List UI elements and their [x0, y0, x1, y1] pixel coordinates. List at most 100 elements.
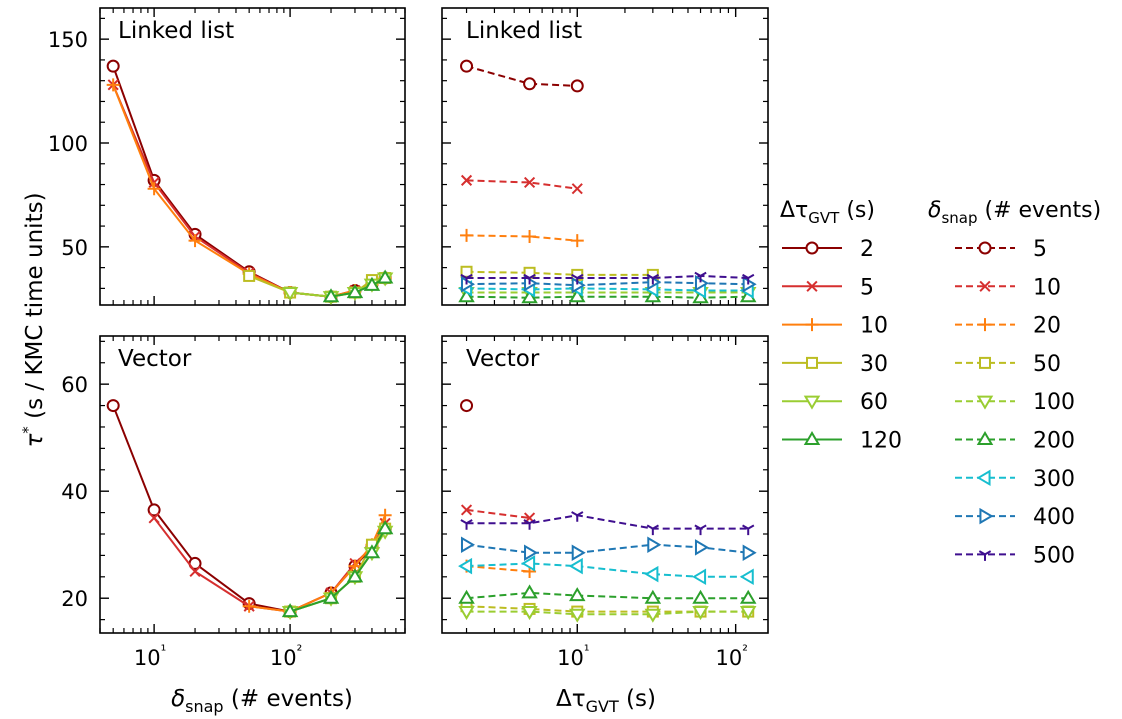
y-axis-label-symbol: τ	[22, 434, 48, 448]
legend-entry-gvt-120: 120	[782, 429, 902, 454]
series-snap-50	[460, 600, 755, 618]
legend-gvt-title: ΔτGVT (s)	[780, 198, 875, 227]
x-axis-label-right-symbol: Δτ	[556, 686, 586, 712]
data-point	[644, 608, 662, 623]
data-point	[188, 234, 202, 248]
data-point	[694, 539, 709, 556]
y-tick-label: 100	[48, 132, 88, 156]
x-tick-label-exp: ²	[297, 643, 303, 659]
series-snap-500	[460, 271, 755, 285]
legend-snap-title-text: (# events)	[978, 198, 1102, 223]
data-point	[742, 273, 755, 285]
panel-title-top-right: Linked list	[466, 18, 582, 44]
legend-snap-title-sub: snap	[941, 209, 977, 227]
data-point	[569, 288, 586, 303]
series-line	[466, 65, 578, 87]
legend-gvt-title-text: (s)	[839, 198, 875, 223]
series-line	[466, 234, 578, 242]
legend-entry-snap-20: 20	[955, 314, 1061, 339]
y-tick-label: 150	[48, 28, 88, 52]
data-point	[148, 512, 160, 524]
data-point	[189, 565, 201, 578]
data-point	[458, 288, 475, 303]
x-tick-label-base: 10	[270, 646, 297, 670]
data-point	[458, 606, 475, 621]
legend-snap-title-symbol: δ	[928, 198, 941, 223]
data-point	[570, 234, 584, 248]
y-axis-label: τ* (s / KMC time units)	[19, 192, 48, 447]
data-point	[569, 608, 586, 623]
series-line	[466, 508, 530, 519]
legend-entry-snap-100: 100	[955, 390, 1075, 415]
data-point	[242, 599, 256, 613]
y-tick-label: 50	[61, 236, 88, 260]
data-point	[644, 589, 662, 604]
legend-label: 5	[860, 275, 874, 300]
series-snap-20	[460, 228, 584, 248]
series-line	[466, 274, 749, 279]
series-snap-10	[460, 174, 583, 195]
series-snap-400	[460, 536, 757, 561]
data-point	[521, 606, 538, 621]
panel-frame-top-left	[99, 7, 406, 306]
panel-frame-bottom-right	[441, 335, 769, 634]
legend-label: 120	[860, 429, 902, 454]
data-point	[376, 520, 394, 535]
data-point	[458, 589, 475, 604]
data-point	[523, 176, 536, 189]
series-snap-200	[458, 584, 757, 604]
data-point	[571, 511, 584, 522]
data-point	[523, 229, 537, 243]
legend-label: 2	[860, 237, 874, 262]
y-axis-label-sup: *	[19, 426, 37, 434]
legend-marker	[976, 395, 994, 410]
data-point	[147, 182, 161, 196]
data-point	[570, 79, 584, 93]
series-line	[466, 562, 749, 578]
series-line	[466, 565, 530, 573]
legend-marker	[976, 469, 991, 487]
series-gvt-10	[242, 508, 392, 619]
panel-bottom-right: 10¹ 10²	[442, 336, 768, 670]
x-tick-label-base: 10	[557, 646, 584, 670]
data-point	[322, 288, 340, 303]
legend-marker	[806, 356, 818, 369]
series-gvt-5	[148, 512, 391, 618]
x-tick-label-base: 10	[134, 646, 161, 670]
data-point	[646, 524, 659, 536]
data-point	[460, 273, 473, 285]
data-point	[106, 399, 120, 413]
x-axis-label-left: δsnap (# events)	[171, 686, 353, 716]
legend-layer: 2 5 10 30 60 120 5 10 20 50 100 200 300 400 500	[782, 237, 1075, 568]
data-point	[281, 603, 299, 618]
legend-entry-gvt-60: 60	[782, 390, 888, 415]
data-point	[322, 589, 340, 604]
panel-title-top-left: Linked list	[118, 18, 234, 44]
data-point	[460, 519, 473, 530]
legend-label: 20	[1033, 314, 1061, 339]
legend-marker	[978, 241, 992, 255]
data-point	[460, 59, 474, 73]
data-point	[523, 77, 537, 91]
legend-snap-title: δsnap (# events)	[928, 198, 1101, 227]
data-point	[692, 589, 709, 604]
data-point	[376, 269, 394, 284]
data-point	[694, 271, 707, 283]
data-point	[742, 544, 757, 561]
data-point	[363, 276, 381, 291]
legend-entry-snap-5: 5	[955, 237, 1047, 262]
data-point	[106, 59, 120, 73]
x-tick-label-exp: ¹	[161, 643, 167, 659]
series-line	[466, 514, 749, 530]
x-tick-label: 10²	[270, 643, 302, 670]
data-point	[644, 565, 659, 583]
legend-entry-gvt-10: 10	[782, 314, 888, 339]
data-point	[523, 519, 536, 530]
legend-entry-snap-10: 10	[955, 275, 1061, 300]
data-point	[458, 557, 473, 575]
data-point	[378, 508, 392, 522]
data-point	[460, 174, 473, 186]
data-point	[646, 273, 659, 285]
